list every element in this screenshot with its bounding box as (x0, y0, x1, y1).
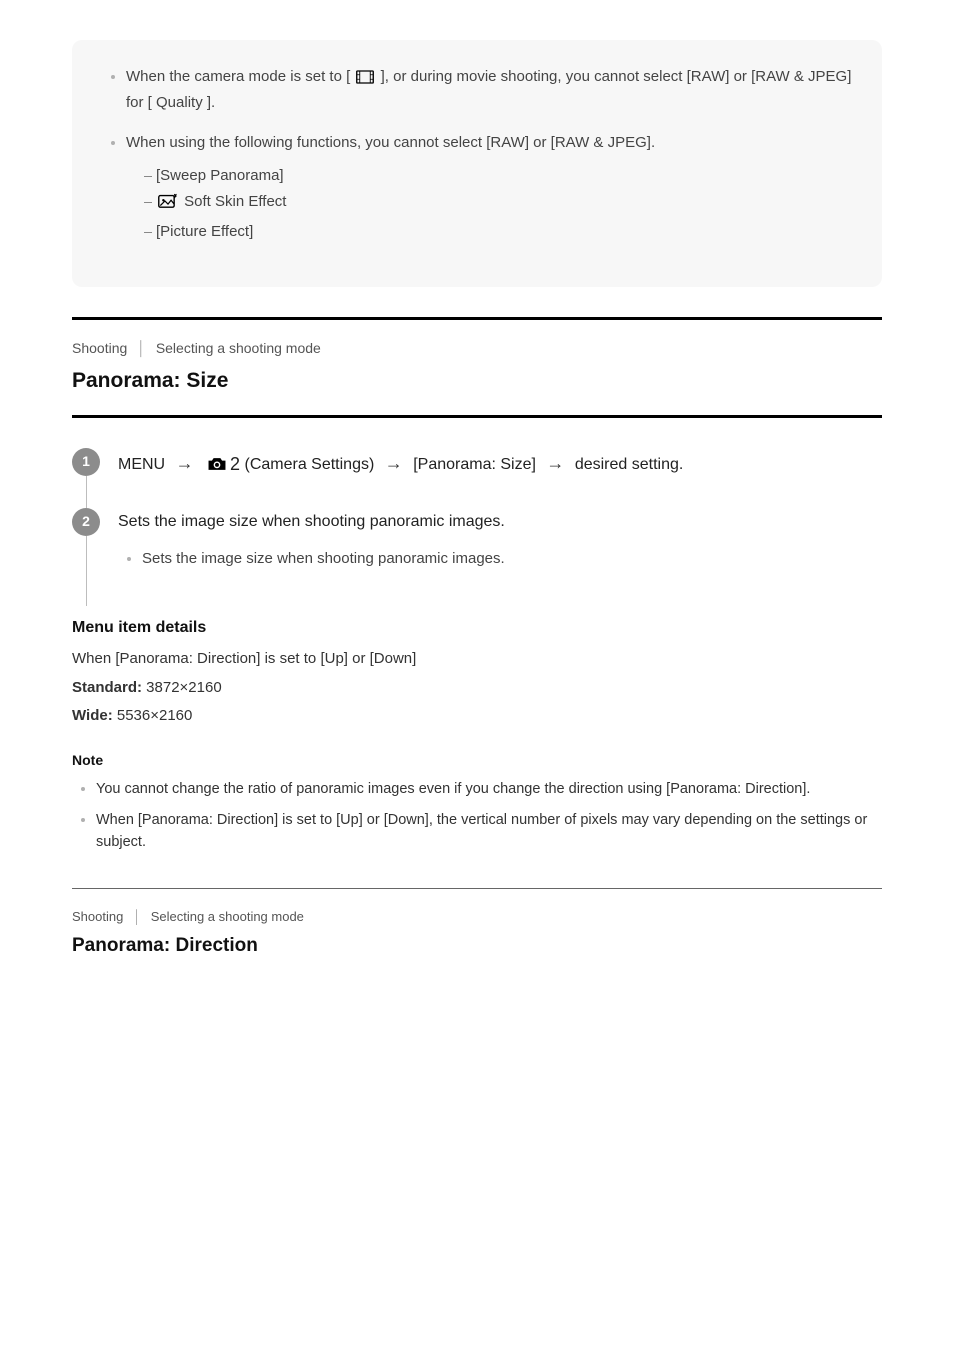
breadcrumb: Shooting │ Selecting a shooting mode (72, 338, 882, 359)
breadcrumb-b: Selecting a shooting mode (151, 909, 304, 924)
arrow-icon: → (176, 453, 194, 473)
note-item: When [Panorama: Direction] is set to [Up… (96, 810, 882, 854)
details-wide: Wide: 5536×2160 (72, 705, 882, 728)
note-item-2: When using the following functions, you … (126, 132, 852, 243)
text-fragment: When using the following functions, you … (126, 134, 655, 151)
menu-path-a: (Camera Settings) (244, 456, 378, 473)
standard-value: 3872×2160 (142, 679, 222, 696)
section-divider (72, 317, 882, 320)
sub-item-label: Soft Skin Effect (184, 193, 286, 210)
movie-icon (356, 69, 374, 92)
breadcrumb-b: Selecting a shooting mode (156, 340, 321, 356)
arrow-icon: → (546, 453, 564, 473)
details-heading: Menu item details (72, 616, 882, 640)
note-list: You cannot change the ratio of panoramic… (72, 779, 882, 854)
quality-label: Quality (156, 94, 203, 111)
step-sublist: Sets the image size when shooting panora… (118, 548, 882, 571)
subsection-divider (72, 888, 882, 889)
step-text: Sets the image size when shooting panora… (118, 513, 505, 530)
breadcrumb: Shooting │ Selecting a shooting mode (72, 907, 882, 927)
breadcrumb-sep: │ (137, 340, 146, 356)
step-1: 1 MENU → 2 (Camera Settings) → [Panorama… (72, 448, 882, 508)
camera-menu-icon (206, 456, 228, 480)
note-section: Note You cannot change the ratio of pano… (72, 750, 882, 854)
text-fragment: ]. (207, 94, 215, 111)
section-divider-bottom (72, 415, 882, 418)
section-title: Panorama: Size (72, 365, 882, 397)
step-number: 2 (72, 508, 100, 536)
breadcrumb-a: Shooting (72, 909, 123, 924)
note-list: When the camera mode is set to [ ], or d… (102, 66, 852, 243)
steps-list: 1 MENU → 2 (Camera Settings) → [Panorama… (72, 448, 882, 581)
arrow-icon: → (385, 453, 403, 473)
note-sublist: [Sweep Panorama] Soft Skin Effect [Pictu (126, 165, 852, 244)
details-standard: Standard: 3872×2160 (72, 677, 882, 700)
step-body: MENU → 2 (Camera Settings) → [Panorama: … (118, 448, 882, 480)
step-number: 1 (72, 448, 100, 476)
picture-effect-icon (158, 193, 178, 217)
sub-item-sweep: [Sweep Panorama] (144, 165, 852, 188)
step-sub-item: Sets the image size when shooting panora… (142, 548, 882, 571)
sub-item-softskin: Soft Skin Effect (144, 191, 852, 217)
wide-label: Wide: (72, 707, 113, 724)
menu-path-c: desired setting. (575, 456, 684, 473)
breadcrumb-a: Shooting (72, 340, 127, 356)
note-item-1: When the camera mode is set to [ ], or d… (126, 66, 852, 114)
menu-item-details: Menu item details When [Panorama: Direct… (72, 616, 882, 728)
text-fragment: When the camera mode is set to [ (126, 68, 350, 85)
step-body: Sets the image size when shooting panora… (118, 508, 882, 571)
wide-value: 5536×2160 (113, 707, 193, 724)
menu-path-b: [Panorama: Size] (413, 456, 540, 473)
note-heading: Note (72, 750, 882, 771)
note-item: You cannot change the ratio of panoramic… (96, 779, 882, 801)
section-title: Panorama: Direction (72, 932, 882, 961)
step-2: 2 Sets the image size when shooting pano… (72, 508, 882, 581)
breadcrumb-sep: │ (133, 909, 141, 924)
details-intro: When [Panorama: Direction] is set to [Up… (72, 648, 882, 671)
standard-label: Standard: (72, 679, 142, 696)
note-box: When the camera mode is set to [ ], or d… (72, 40, 882, 287)
menu-number: 2 (230, 454, 240, 474)
step-lead: MENU (118, 456, 170, 473)
sub-item-picture-effect: [Picture Effect] (144, 221, 852, 244)
